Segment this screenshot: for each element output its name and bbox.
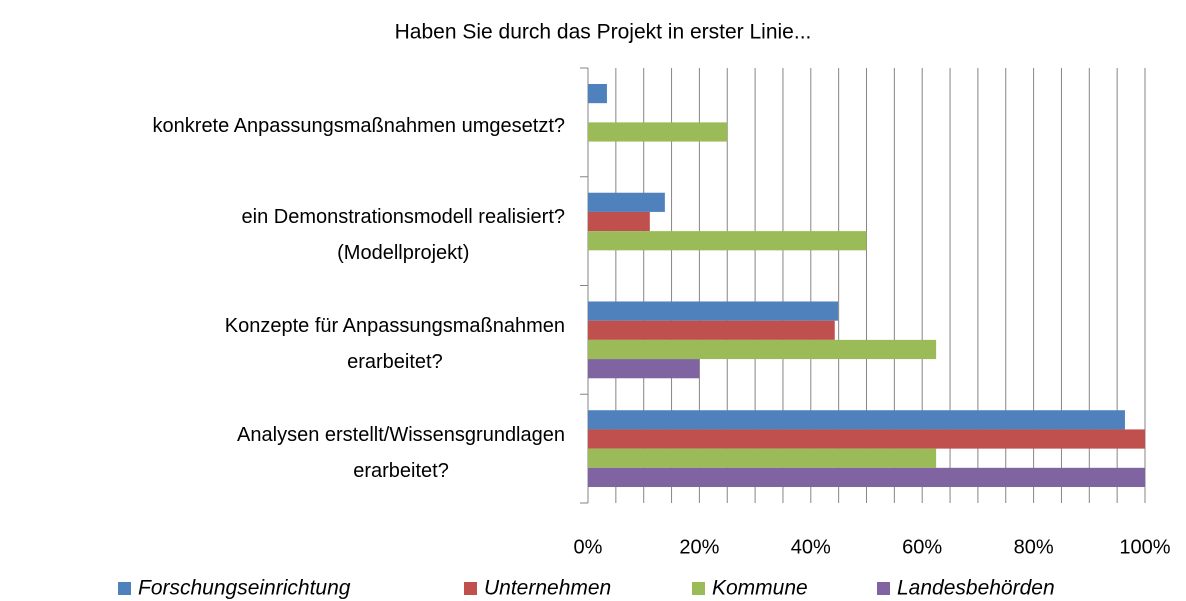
bar [588, 429, 1145, 449]
bar [588, 320, 835, 340]
x-tick-label: 0% [574, 536, 603, 558]
legend-swatch [464, 582, 477, 595]
legend-label: Unternehmen [484, 577, 611, 600]
legend-label: Kommune [712, 577, 808, 600]
bar [588, 301, 839, 321]
bar [588, 231, 867, 251]
bar [588, 192, 665, 212]
x-tick-label: 40% [791, 536, 831, 558]
legend-swatch [118, 582, 131, 595]
bar [588, 83, 607, 104]
y-tick-label: Konzepte für Anpassungsmaßnahmen erarbei… [224, 314, 565, 373]
y-tick-label: konkrete Anpassungsmaßnahmen umgesetzt? [152, 115, 565, 138]
bar [588, 448, 937, 468]
bar [588, 359, 700, 379]
y-tick-label: Analysen erstellt/Wissensgrundlagen erar… [237, 423, 565, 482]
x-tick-label: 100% [1119, 536, 1170, 558]
bar [588, 211, 650, 232]
x-tick-label: 80% [1014, 536, 1054, 558]
x-tick-label: 60% [902, 536, 942, 558]
legend-label: Landesbehörden [897, 577, 1055, 600]
bar [588, 410, 1125, 430]
legend-label: Forschungseinrichtung [138, 577, 351, 600]
bar [588, 122, 728, 142]
y-tick-label: ein Demonstrationsmodell realisiert? (Mo… [241, 206, 565, 265]
chart-title: Haben Sie durch das Projekt in erster Li… [395, 21, 812, 44]
bar [588, 339, 937, 360]
bar [588, 467, 1145, 488]
legend-swatch [877, 582, 890, 595]
x-tick-label: 20% [679, 536, 719, 558]
legend-swatch [692, 582, 705, 595]
